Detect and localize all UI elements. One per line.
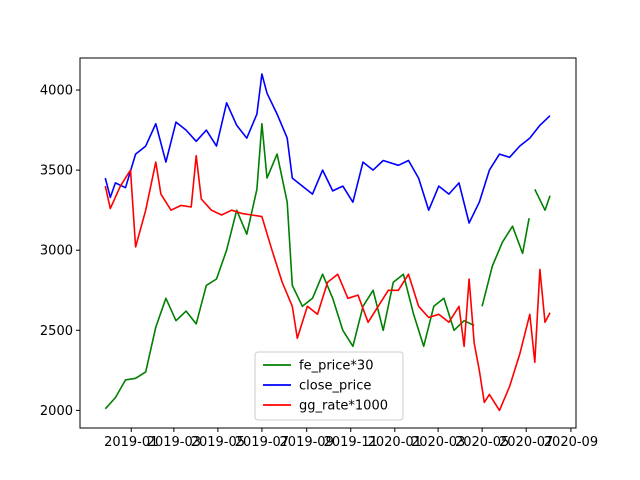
x-tick-label: 2019-11 <box>324 435 378 450</box>
plot-frame <box>79 57 577 429</box>
x-tick-label: 2019-09 <box>280 435 334 450</box>
x-tick-label: 2019-07 <box>235 435 289 450</box>
series-line-0 <box>104 122 551 410</box>
x-tick-label: 2020-03 <box>411 435 465 450</box>
series-line-2 <box>104 154 551 412</box>
series-line-1 <box>104 73 551 224</box>
y-tick-label: 3500 <box>40 164 73 179</box>
x-tick-label: 2020-01 <box>368 435 422 450</box>
legend: fe_price*30 close_price gg_rate*1000 <box>254 351 404 421</box>
y-tick-label: 4000 <box>40 84 73 99</box>
series-layer <box>104 73 551 412</box>
x-tick-label: 2019-01 <box>104 435 158 450</box>
legend-label-0: fe_price*30 <box>299 359 373 374</box>
legend-label-1: close_price <box>299 379 371 394</box>
y-axis: 2000 2500 3000 3500 4000 <box>40 84 80 419</box>
legend-label-2: gg_rate*1000 <box>299 399 388 414</box>
x-tick-label: 2019-05 <box>191 435 245 450</box>
x-tick-label: 2019-03 <box>147 435 201 450</box>
x-tick-label: 2020-09 <box>544 435 598 450</box>
x-tick-label: 2020-07 <box>499 435 553 450</box>
y-tick-label: 3000 <box>40 244 73 259</box>
x-tick-label: 2020-05 <box>455 435 509 450</box>
y-tick-label: 2000 <box>40 404 73 419</box>
x-axis: 2019-012019-032019-052019-072019-092019-… <box>104 428 598 450</box>
y-tick-label: 2500 <box>40 324 73 339</box>
legend-box <box>254 351 404 421</box>
